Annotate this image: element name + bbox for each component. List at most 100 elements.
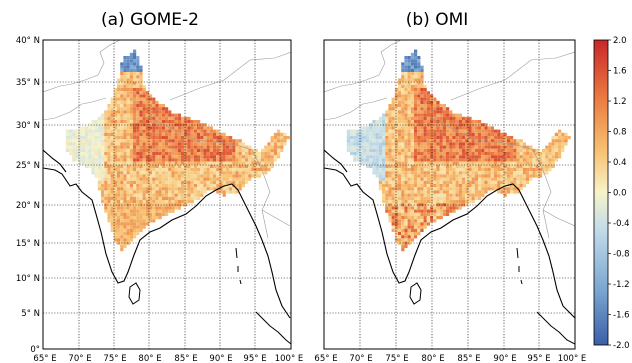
heatmap-cell	[503, 174, 507, 178]
heatmap-cell	[391, 132, 395, 136]
heatmap-cell	[391, 148, 395, 152]
heatmap-cell	[561, 132, 565, 136]
heatmap-cell	[478, 180, 482, 184]
heatmap-cell	[181, 126, 185, 130]
heatmap-cell	[277, 152, 281, 156]
heatmap-cell	[442, 148, 446, 152]
heatmap-cell	[142, 152, 146, 156]
heatmap-cell	[452, 158, 456, 162]
heatmap-cell	[410, 129, 414, 133]
heatmap-cell	[145, 97, 149, 101]
heatmap-cell	[232, 139, 236, 143]
heatmap-cell	[478, 184, 482, 188]
heatmap-cell	[506, 187, 510, 191]
heatmap-cell	[171, 193, 175, 197]
heatmap-cell	[139, 196, 143, 200]
heatmap-cell	[417, 187, 421, 191]
heatmap-cell	[107, 184, 111, 188]
heatmap-cell	[551, 145, 555, 149]
heatmap-cell	[529, 168, 533, 172]
heatmap-cell	[362, 129, 366, 133]
heatmap-cell	[117, 225, 121, 229]
heatmap-cell	[375, 174, 379, 178]
heatmap-cell	[378, 145, 382, 149]
heatmap-cell	[391, 97, 395, 101]
heatmap-cell	[209, 184, 213, 188]
heatmap-cell	[136, 123, 140, 127]
heatmap-cell	[270, 145, 274, 149]
heatmap-cell	[410, 193, 414, 197]
heatmap-cell	[142, 193, 146, 197]
heatmap-cell	[398, 132, 402, 136]
heatmap-cell	[120, 152, 124, 156]
heatmap-cell	[129, 155, 133, 159]
heatmap-cell	[133, 84, 137, 88]
heatmap-cell	[398, 180, 402, 184]
heatmap-cell	[414, 171, 418, 175]
heatmap-cell	[184, 139, 188, 143]
heatmap-cell	[558, 148, 562, 152]
heatmap-cell	[136, 104, 140, 108]
heatmap-cell	[398, 219, 402, 223]
heatmap-cell	[177, 171, 181, 175]
heatmap-cell	[264, 152, 268, 156]
heatmap-cell	[407, 196, 411, 200]
heatmap-cell	[558, 132, 562, 136]
lon-label: 75° E	[103, 354, 126, 363]
heatmap-cell	[548, 155, 552, 159]
heatmap-cell	[81, 145, 85, 149]
heatmap-cell	[152, 212, 156, 216]
heatmap-cell	[410, 164, 414, 168]
heatmap-cell	[88, 139, 92, 143]
heatmap-cell	[385, 209, 389, 213]
heatmap-cell	[398, 155, 402, 159]
heatmap-cell	[168, 132, 172, 136]
heatmap-cell	[442, 212, 446, 216]
heatmap-cell	[145, 184, 149, 188]
heatmap-cell	[366, 132, 370, 136]
heatmap-cell	[474, 190, 478, 194]
heatmap-cell	[567, 136, 571, 140]
heatmap-cell	[133, 49, 137, 53]
heatmap-cell	[248, 155, 252, 159]
heatmap-cell	[394, 155, 398, 159]
heatmap-cell	[117, 171, 121, 175]
heatmap-cell	[407, 158, 411, 162]
heatmap-cell	[394, 203, 398, 207]
heatmap-cell	[410, 171, 414, 175]
heatmap-cell	[136, 177, 140, 181]
heatmap-cell	[129, 177, 133, 181]
heatmap-cell	[129, 203, 133, 207]
heatmap-cell	[222, 161, 226, 165]
heatmap-cell	[513, 142, 517, 146]
gridlines-a	[43, 40, 291, 349]
heatmap-cell	[203, 187, 207, 191]
heatmap-cell	[152, 180, 156, 184]
heatmap-cell	[394, 225, 398, 229]
heatmap-cell	[426, 168, 430, 172]
heatmap-cell	[487, 164, 491, 168]
heatmap-cells-a	[65, 49, 290, 252]
heatmap-cell	[375, 139, 379, 143]
heatmap-cell	[136, 100, 140, 104]
heatmap-cell	[117, 209, 121, 213]
heatmap-cell	[184, 193, 188, 197]
heatmap-cell	[101, 158, 105, 162]
heatmap-cell	[171, 184, 175, 188]
heatmap-cell	[442, 209, 446, 213]
heatmap-cell	[382, 120, 386, 124]
heatmap-cell	[404, 193, 408, 197]
heatmap-cell	[129, 235, 133, 239]
heatmap-cell	[449, 155, 453, 159]
heatmap-cell	[455, 161, 459, 165]
heatmap-cell	[120, 235, 124, 239]
heatmap-cell	[129, 148, 133, 152]
heatmap-cell	[126, 91, 130, 95]
heatmap-cell	[110, 104, 114, 108]
heatmap-cell	[414, 75, 418, 79]
heatmap-cell	[206, 155, 210, 159]
heatmap-cell	[426, 174, 430, 178]
heatmap-cell	[174, 164, 178, 168]
heatmap-cell	[452, 196, 456, 200]
heatmap-cell	[484, 174, 488, 178]
